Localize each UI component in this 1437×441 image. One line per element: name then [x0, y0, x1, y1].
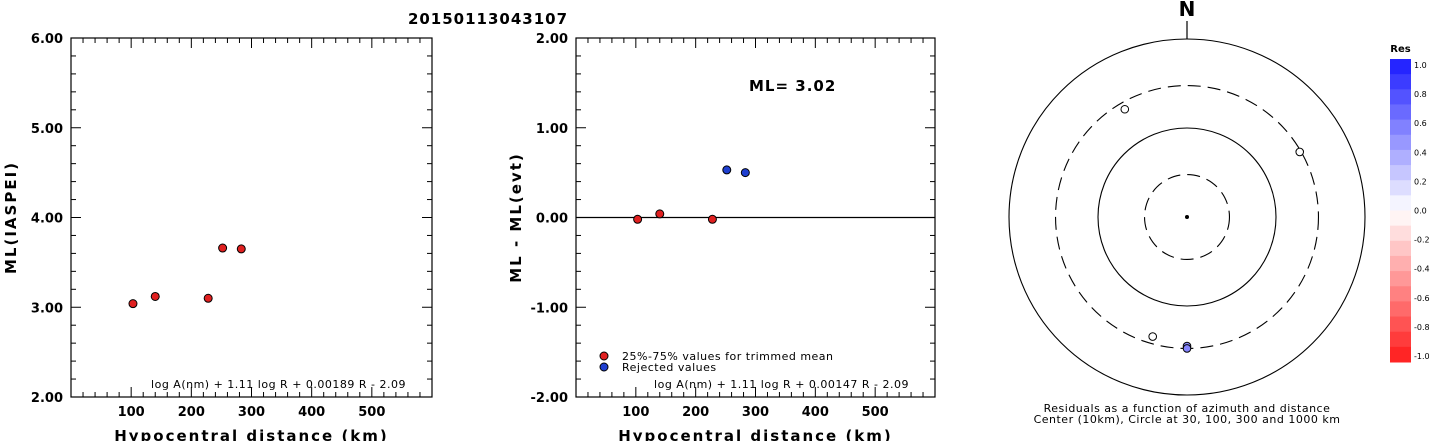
data-point — [740, 168, 750, 178]
y-tick-label: 2.00 — [536, 32, 568, 47]
colorbar-segment — [1390, 331, 1411, 348]
colorbar-segment — [1390, 89, 1411, 105]
x-tick-label: 300 — [238, 405, 265, 420]
x-tick-label: 200 — [178, 405, 205, 420]
x-tick-label: 400 — [802, 405, 829, 420]
colorbar-segment — [1390, 210, 1411, 227]
y-tick-label: 1.00 — [536, 122, 568, 137]
y-tick-label: 5.00 — [31, 122, 63, 137]
y-tick-label: 6.00 — [31, 32, 63, 47]
station-residual-marker — [1120, 104, 1130, 114]
y-tick-label: 0.00 — [536, 212, 568, 227]
legend-marker — [599, 362, 609, 372]
y-axis-label: ML - ML(evt) — [507, 152, 525, 282]
residual-vs-distance-plot: 100 200 300 400 500 -2.00 -1.00 0.00 1.00 2.00 Hyp… — [507, 32, 936, 441]
data-point — [722, 165, 732, 175]
colorbar-segment — [1390, 316, 1411, 333]
x-axis-label: Hypocentral distance (km) — [618, 427, 893, 441]
station-residual-marker — [1295, 147, 1305, 157]
colorbar-segment — [1390, 346, 1411, 363]
colorbar-segment — [1390, 74, 1411, 90]
y-tick-label: -2.00 — [531, 391, 568, 406]
plot-frame — [70, 37, 433, 398]
colorbar-segment — [1390, 225, 1411, 242]
colorbar-tick-label: -0.6 — [1414, 294, 1430, 303]
colorbar-segment — [1390, 180, 1411, 196]
legend-marker — [599, 351, 609, 361]
station-residual-marker — [1182, 344, 1192, 353]
north-label: N — [1179, 0, 1196, 21]
colorbar-tick-label: -0.4 — [1414, 265, 1430, 274]
colorbar-segment — [1390, 255, 1411, 272]
colorbar-tick-label: -1.0 — [1414, 352, 1430, 361]
epicenter-dot — [1185, 215, 1189, 219]
colorbar-segment — [1390, 195, 1411, 211]
colorbar-tick-label: -0.8 — [1414, 323, 1430, 332]
data-point — [218, 243, 228, 253]
ml-value: ML= 3.02 — [749, 77, 836, 95]
x-tick-label: 500 — [358, 405, 385, 420]
distance-circle — [1097, 127, 1277, 307]
legend-label: Rejected values — [622, 361, 717, 374]
colorbar-segment — [1390, 104, 1411, 121]
x-tick-label: 100 — [622, 405, 649, 420]
figure-title: 20150113043107 — [408, 10, 568, 28]
y-tick-label: 4.00 — [31, 212, 63, 227]
colorbar-segment — [1390, 59, 1411, 75]
colorbar-title: Res — [1390, 44, 1410, 55]
x-tick-label: 500 — [862, 405, 889, 420]
colorbar-tick-label: -0.2 — [1414, 236, 1430, 245]
data-point — [707, 214, 717, 224]
map-caption: Center (10km), Circle at 30, 100, 300 an… — [1034, 413, 1341, 426]
y-tick-label: 3.00 — [31, 301, 63, 316]
x-tick-label: 200 — [682, 405, 709, 420]
data-point — [150, 291, 160, 301]
y-axis-label: ML(IASPEI) — [2, 161, 20, 274]
colorbar-segment — [1390, 165, 1411, 181]
data-point — [203, 293, 213, 303]
legend-label: 25%-75% values for trimmed mean — [622, 350, 834, 363]
colorbar-tick-label: 0.4 — [1414, 148, 1427, 157]
colorbar-segment — [1390, 271, 1411, 287]
colorbar-tick-label: 0.6 — [1414, 119, 1427, 128]
y-tick-label: -1.00 — [531, 301, 568, 316]
data-point — [236, 244, 246, 254]
colorbar-segment — [1390, 134, 1411, 151]
colorbar-tick-label: 1.0 — [1414, 61, 1427, 70]
distance-circle — [1143, 173, 1231, 261]
x-axis-label: Hypocentral distance (km) — [114, 427, 389, 441]
colorbar-tick-label: 0.2 — [1414, 177, 1427, 186]
data-point — [655, 209, 665, 219]
colorbar-segment — [1390, 286, 1411, 302]
colorbar-segment — [1390, 149, 1411, 166]
data-point — [128, 299, 138, 309]
formula-text: log A(nm) + 1.11 log R + 0.00189 R - 2.0… — [151, 378, 406, 391]
x-tick-label: 100 — [118, 405, 145, 420]
magnitude-vs-distance-plot: 100 200 300 400 500 2.00 3.00 4.00 5.00 6.00 Hypoc… — [2, 32, 433, 441]
colorbar-segment — [1390, 119, 1411, 136]
residual-azimuth-map: N Residuals as a function of azimuth and … — [1008, 0, 1430, 426]
colorbar-segment — [1390, 301, 1411, 318]
data-point — [633, 214, 643, 224]
station-residual-marker — [1148, 332, 1158, 341]
x-tick-label: 400 — [298, 405, 325, 420]
colorbar-tick-label: 0.8 — [1414, 90, 1427, 99]
colorbar-segment — [1390, 240, 1411, 257]
x-tick-label: 300 — [742, 405, 769, 420]
map-caption: Residuals as a function of azimuth and d… — [1044, 402, 1331, 415]
formula-text: log A(nm) + 1.11 log R + 0.00147 R - 2.0… — [654, 378, 909, 391]
y-tick-label: 2.00 — [31, 391, 63, 406]
colorbar-tick-label: 0.0 — [1414, 207, 1427, 216]
